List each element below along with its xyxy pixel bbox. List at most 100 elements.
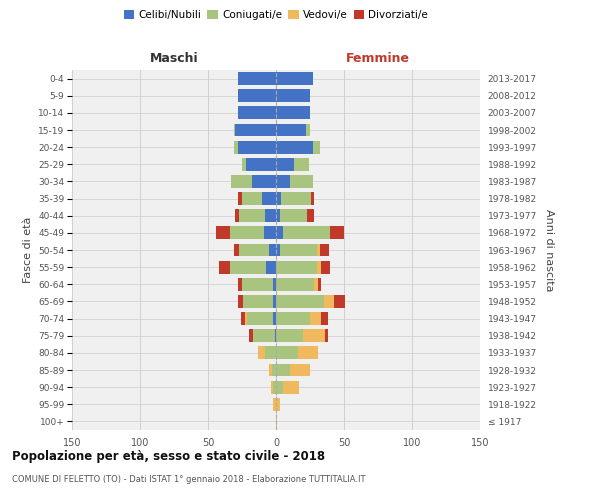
Text: Femmine: Femmine (346, 52, 410, 65)
Bar (269, 364, 272, 376)
Bar (276, 244, 280, 256)
Bar (307, 210, 314, 222)
Bar (290, 364, 310, 376)
Bar (238, 90, 276, 102)
Bar (266, 260, 276, 274)
Bar (231, 175, 251, 188)
Bar (235, 210, 239, 222)
Bar (276, 210, 280, 222)
Bar (239, 244, 269, 256)
Bar (251, 175, 276, 188)
Bar (276, 124, 306, 136)
Bar (334, 295, 346, 308)
Bar (276, 398, 280, 410)
Bar (276, 192, 281, 205)
Bar (238, 192, 242, 205)
Bar (264, 226, 276, 239)
Bar (317, 260, 321, 274)
Bar (276, 295, 323, 308)
Bar (253, 330, 275, 342)
Bar (238, 295, 244, 308)
Bar (239, 210, 265, 222)
Legend: Celibi/Nubili, Coniugati/e, Vedovi/e, Divorziati/e: Celibi/Nubili, Coniugati/e, Vedovi/e, Di… (122, 8, 430, 22)
Bar (276, 312, 310, 325)
Bar (276, 226, 283, 239)
Text: COMUNE DI FELETTO (TO) - Dati ISTAT 1° gennaio 2018 - Elaborazione TUTTITALIA.IT: COMUNE DI FELETTO (TO) - Dati ISTAT 1° g… (12, 475, 365, 484)
Bar (273, 295, 276, 308)
Bar (321, 312, 328, 325)
Bar (303, 330, 325, 342)
Bar (235, 124, 276, 136)
Text: Maschi: Maschi (149, 52, 199, 65)
Bar (283, 226, 331, 239)
Bar (276, 158, 293, 170)
Bar (216, 226, 230, 239)
Bar (271, 380, 273, 394)
Bar (242, 158, 246, 170)
Bar (238, 278, 242, 290)
Bar (310, 312, 321, 325)
Bar (238, 140, 276, 153)
Bar (281, 192, 311, 205)
Bar (242, 192, 262, 205)
Bar (244, 295, 273, 308)
Bar (313, 140, 320, 153)
Bar (265, 210, 276, 222)
Y-axis label: Fasce di età: Fasce di età (23, 217, 32, 283)
Bar (219, 260, 230, 274)
Text: Popolazione per età, sesso e stato civile - 2018: Popolazione per età, sesso e stato civil… (12, 450, 325, 463)
Bar (276, 90, 310, 102)
Bar (246, 158, 276, 170)
Bar (280, 244, 317, 256)
Bar (230, 226, 264, 239)
Bar (238, 106, 276, 120)
Bar (276, 346, 298, 360)
Bar (234, 244, 239, 256)
Bar (262, 192, 276, 205)
Bar (269, 244, 276, 256)
Bar (273, 278, 276, 290)
Bar (317, 244, 320, 256)
Bar (265, 346, 276, 360)
Bar (242, 278, 273, 290)
Bar (247, 312, 273, 325)
Bar (320, 244, 329, 256)
Bar (276, 415, 277, 428)
Bar (230, 260, 266, 274)
Bar (238, 72, 276, 85)
Bar (318, 278, 321, 290)
Bar (276, 175, 290, 188)
Bar (331, 226, 344, 239)
Bar (249, 330, 253, 342)
Bar (293, 158, 308, 170)
Bar (290, 175, 313, 188)
Bar (276, 330, 303, 342)
Bar (276, 140, 313, 153)
Bar (276, 260, 317, 274)
Bar (276, 106, 310, 120)
Bar (298, 346, 318, 360)
Bar (323, 295, 334, 308)
Bar (283, 380, 299, 394)
Bar (280, 210, 307, 222)
Bar (276, 380, 283, 394)
Bar (314, 278, 318, 290)
Bar (245, 312, 247, 325)
Bar (273, 312, 276, 325)
Bar (325, 330, 328, 342)
Bar (276, 278, 314, 290)
Bar (273, 398, 276, 410)
Bar (234, 124, 235, 136)
Bar (306, 124, 310, 136)
Bar (259, 346, 265, 360)
Bar (311, 192, 314, 205)
Bar (272, 364, 276, 376)
Y-axis label: Anni di nascita: Anni di nascita (544, 209, 554, 291)
Bar (241, 312, 245, 325)
Bar (276, 72, 313, 85)
Bar (234, 140, 238, 153)
Bar (276, 364, 290, 376)
Bar (273, 380, 276, 394)
Bar (321, 260, 331, 274)
Bar (275, 330, 276, 342)
